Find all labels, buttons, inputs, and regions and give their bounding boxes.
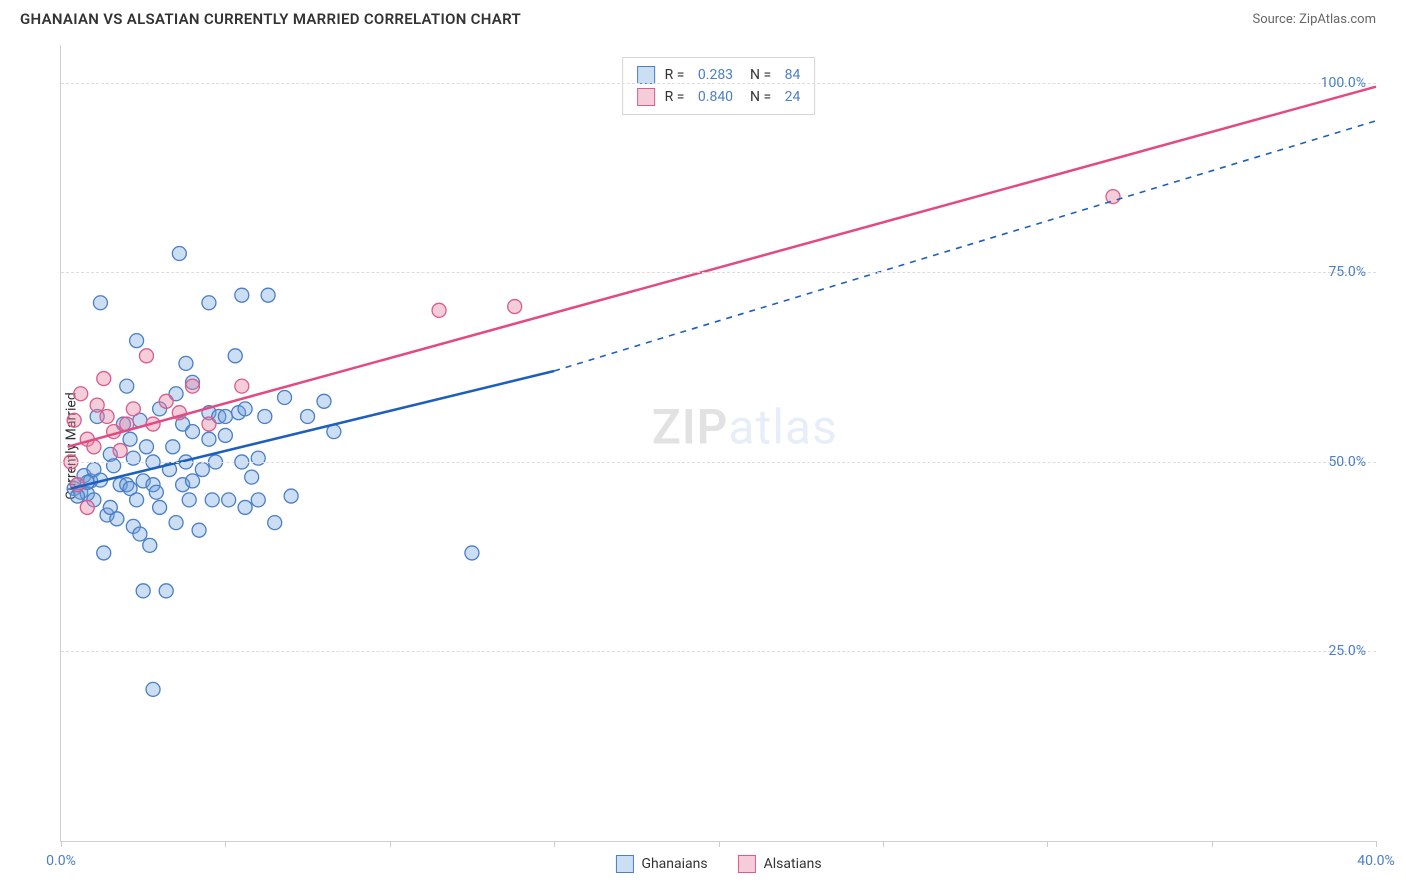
grid-line — [61, 83, 1376, 84]
y-tick-label: 25.0% — [1328, 643, 1366, 659]
grid-line — [61, 651, 1376, 652]
chart-plot-area: ZIPatlas R = 0.283 N = 84 R = 0.840 N = … — [60, 45, 1376, 842]
grid-line — [61, 462, 1376, 463]
plot-svg — [61, 45, 1376, 841]
x-tick-mark — [1212, 841, 1213, 847]
x-tick-mark — [883, 841, 884, 847]
swatch-pink-icon — [738, 855, 756, 873]
source-label: Source: ZipAtlas.com — [1252, 12, 1376, 27]
x-tick-label: 0.0% — [46, 853, 76, 869]
x-tick-mark — [1047, 841, 1048, 847]
x-tick-mark — [719, 841, 720, 847]
legend-item-alsatians: Alsatians — [738, 855, 822, 873]
x-tick-mark — [554, 841, 555, 847]
legend-item-ghanaians: Ghanaians — [615, 855, 707, 873]
x-tick-label: 40.0% — [1357, 853, 1395, 869]
grid-line — [61, 272, 1376, 273]
x-tick-mark — [225, 841, 226, 847]
bottom-legend: Ghanaians Alsatians — [615, 855, 821, 873]
y-tick-label: 100.0% — [1321, 75, 1366, 91]
swatch-blue-icon — [615, 855, 633, 873]
x-tick-mark — [390, 841, 391, 847]
y-tick-label: 50.0% — [1328, 454, 1366, 470]
x-tick-mark — [61, 841, 62, 847]
chart-title: GHANAIAN VS ALSATIAN CURRENTLY MARRIED C… — [20, 10, 521, 28]
x-tick-mark — [1376, 841, 1377, 847]
y-tick-label: 75.0% — [1328, 264, 1366, 280]
